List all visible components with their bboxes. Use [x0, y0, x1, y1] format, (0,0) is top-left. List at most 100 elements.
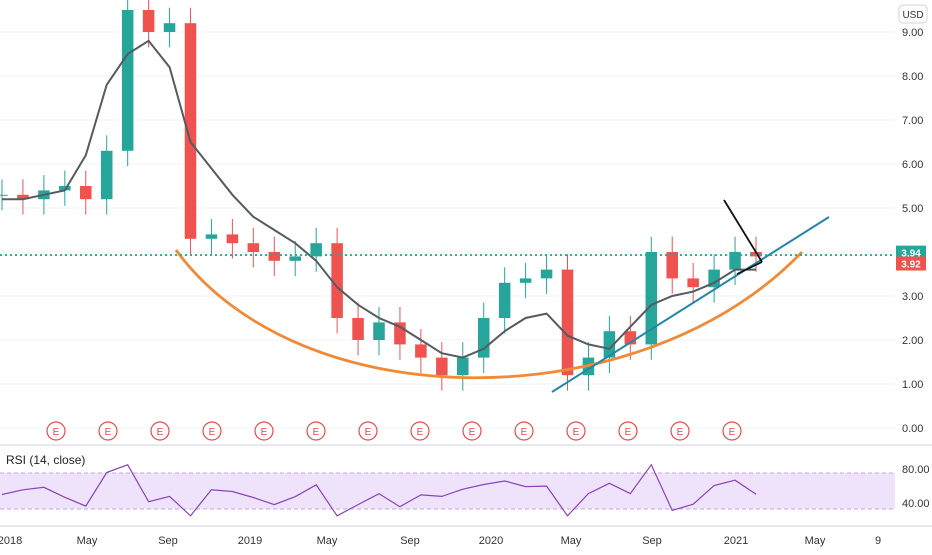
- earnings-marker[interactable]: [618, 421, 638, 441]
- candle-body: [645, 252, 658, 345]
- price-tick-label: 1.00: [902, 379, 923, 391]
- rsi-title: RSI (14, close): [6, 453, 85, 467]
- candle-body: [457, 357, 469, 376]
- earnings-marker-label: E: [573, 427, 580, 438]
- rsi-band: [0, 473, 895, 509]
- price-tick-label: 0.00: [902, 423, 923, 435]
- candle-body: [310, 243, 322, 257]
- earnings-marker[interactable]: [150, 421, 170, 441]
- earnings-marker[interactable]: [566, 421, 586, 441]
- time-tick-label: 2018: [0, 535, 22, 547]
- candle-body: [352, 318, 364, 340]
- earnings-marker[interactable]: [358, 421, 378, 441]
- time-axis: 2018 May Sep 2019 May Sep 2020 May Sep 2021 May 9: [0, 535, 881, 547]
- candle-body: [436, 357, 448, 376]
- earnings-marker[interactable]: [306, 421, 326, 441]
- candle-body: [226, 234, 239, 244]
- candle-body: [205, 234, 218, 239]
- time-tick-label: Sep: [400, 535, 420, 547]
- time-tick-label: May: [77, 535, 98, 547]
- earnings-marker[interactable]: [46, 421, 66, 441]
- earnings-marker-label: E: [105, 427, 112, 438]
- candle-body: [17, 194, 29, 200]
- price-tick-label: 2.00: [902, 335, 923, 347]
- earnings-marker[interactable]: [98, 421, 118, 441]
- earnings-marker-label: E: [157, 427, 164, 438]
- price-badge: [896, 245, 926, 260]
- earnings-marker[interactable]: [670, 421, 690, 441]
- currency-label-text: USD: [902, 10, 923, 21]
- candle-body: [59, 186, 71, 191]
- time-tick-label: 9: [875, 535, 881, 547]
- earnings-marker-label: E: [53, 427, 60, 438]
- time-tick-label: 2019: [238, 535, 262, 547]
- price-tick-label: 6.00: [902, 159, 923, 171]
- candle-body: [687, 278, 699, 288]
- candle-body: [624, 331, 637, 345]
- candle-body: [184, 23, 197, 239]
- time-tick-label: Sep: [158, 535, 178, 547]
- candle-body: [247, 243, 260, 252]
- earnings-marker-label: E: [261, 427, 268, 438]
- rsi-line: [1, 463, 757, 517]
- currency-label[interactable]: USD: [898, 4, 928, 24]
- candle-body: [519, 278, 532, 283]
- earnings-marker-label: E: [209, 427, 216, 438]
- price-badges: 3.943.92: [0, 245, 926, 271]
- candle-body: [142, 10, 155, 32]
- time-tick-label: May: [805, 535, 826, 547]
- candle-body: [477, 318, 490, 358]
- candle-body: [603, 331, 616, 358]
- price-grid: [0, 31, 895, 429]
- earnings-marker[interactable]: [722, 421, 742, 441]
- candle-body: [163, 23, 176, 32]
- time-tick-label: May: [561, 535, 582, 547]
- rsi-tick-label: 40.00: [902, 498, 930, 510]
- time-tick-label: 2021: [724, 535, 748, 547]
- cup-curve: [174, 249, 804, 380]
- earnings-marker-label: E: [625, 427, 632, 438]
- moving-average-line: [2, 39, 756, 359]
- candle-body: [121, 10, 134, 151]
- candle-body: [289, 256, 301, 261]
- time-tick-label: May: [317, 535, 338, 547]
- support-trendline: [551, 216, 830, 393]
- candle-body: [498, 282, 511, 318]
- price-tick-label: 8.00: [902, 71, 923, 83]
- earnings-marker-label: E: [729, 427, 736, 438]
- earnings-marker[interactable]: [202, 421, 222, 441]
- candle-body: [708, 269, 720, 288]
- time-tick-label: 2020: [479, 535, 503, 547]
- pennant-lower-line: [736, 261, 763, 275]
- price-tick-label: 9.00: [902, 27, 923, 39]
- price-tick-label: 7.00: [902, 115, 923, 127]
- rsi-axis: 80.00 40.00: [902, 464, 930, 510]
- candle-body: [373, 322, 385, 340]
- price-tick-label: 3.00: [902, 291, 923, 303]
- earnings-marker[interactable]: [514, 421, 534, 441]
- candle-body: [729, 252, 741, 270]
- earnings-marker[interactable]: [410, 421, 430, 441]
- price-badge: [896, 256, 926, 271]
- earnings-marker-label: E: [521, 427, 528, 438]
- price-badge-label: 3.94: [901, 249, 921, 260]
- candle-body: [415, 344, 427, 358]
- price-tick-label: 5.00: [902, 203, 923, 215]
- earnings-marker-label: E: [677, 427, 684, 438]
- pennant-upper-line: [723, 199, 763, 263]
- candle-body: [394, 322, 406, 345]
- earnings-marker-label: E: [313, 427, 320, 438]
- candle-body: [100, 150, 113, 200]
- candle-body: [561, 269, 574, 376]
- earnings-marker[interactable]: [462, 421, 482, 441]
- price-axis: 9.008.007.006.005.004.003.002.001.000.00: [902, 27, 923, 435]
- candle-body: [80, 186, 92, 200]
- candle-body: [666, 252, 678, 279]
- earnings-marker[interactable]: [254, 421, 274, 441]
- earnings-marker-label: E: [417, 427, 424, 438]
- earnings-marker-label: E: [469, 427, 476, 438]
